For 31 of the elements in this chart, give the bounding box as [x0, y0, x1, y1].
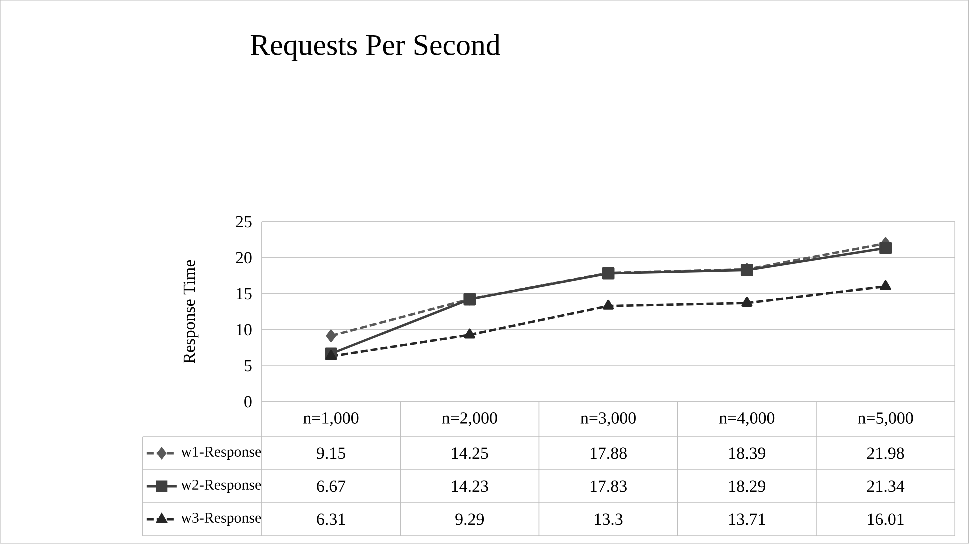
x-tick-label: n=5,000 [858, 412, 914, 426]
x-tick-label: n=3,000 [580, 412, 636, 426]
data-label: 6.31 [317, 514, 346, 526]
data-label: 16.01 [868, 514, 904, 526]
y-tick-label: 0 [244, 396, 252, 408]
data-label: 18.39 [730, 448, 766, 460]
y-tick-label: 20 [236, 252, 252, 264]
x-tick-label: n=1,000 [304, 412, 359, 426]
data-label: 17.88 [590, 448, 627, 460]
data-label: 14.25 [452, 448, 488, 460]
y-tick-label: 10 [236, 324, 252, 336]
data-label: 17.83 [590, 480, 627, 492]
data-label: 13.3 [595, 514, 623, 526]
data-label: 9.29 [456, 514, 484, 526]
legend-label: w3-Response [181, 513, 262, 526]
x-tick-label: n=4,000 [719, 412, 775, 426]
data-label: 13.71 [730, 514, 766, 526]
y-tick-label: 15 [236, 288, 252, 300]
legend-label: w2-Response [181, 480, 262, 494]
data-label: 9.15 [316, 448, 346, 460]
legend-label: w1-Response [181, 447, 262, 460]
y-tick-label: 25 [236, 216, 252, 228]
data-label: 21.34 [867, 480, 905, 492]
data-label: 6.67 [317, 480, 346, 492]
data-label: 18.29 [730, 480, 766, 492]
data-label: 14.23 [452, 480, 488, 492]
x-tick-label: n=2,000 [442, 412, 498, 426]
y-tick-label: 5 [244, 360, 252, 372]
y-axis-title: Response Time [184, 260, 199, 364]
data-label: 21.98 [867, 448, 904, 460]
chart-title: Requests Per Second [250, 34, 500, 62]
